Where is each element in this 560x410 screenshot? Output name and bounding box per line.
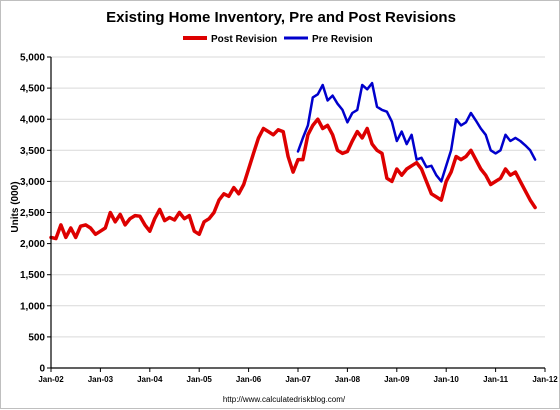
x-tick-label: Jan-06	[236, 375, 262, 384]
legend: Post Revision Pre Revision	[183, 34, 373, 45]
y-tick-label: 3,000	[20, 177, 45, 188]
y-tick-label: 3,500	[20, 146, 45, 157]
y-axis-ticks: 0 500 1,000 1,500 2,000 2,500 3,000 3,500 4,000 4…	[20, 53, 51, 375]
y-tick-label: 500	[28, 332, 45, 343]
y-tick-label: 2,500	[20, 208, 45, 219]
chart-title: Existing Home Inventory, Pre and Post Re…	[106, 9, 456, 26]
axes	[50, 57, 545, 369]
legend-label-pre-revision: Pre Revision	[312, 34, 373, 45]
x-tick-label: Jan-04	[137, 375, 163, 384]
y-tick-label: 5,000	[20, 53, 45, 64]
x-tick-label: Jan-02	[38, 375, 64, 384]
y-axis-label: Units (000)	[10, 181, 21, 232]
x-tick-label: Jan-12	[532, 375, 558, 384]
series-line-pre-revision	[296, 81, 537, 183]
y-tick-label: 0	[39, 364, 45, 375]
series-line-post-revision	[49, 117, 537, 241]
source-url: http://www.calculatedriskblog.com/	[223, 395, 346, 404]
y-tick-label: 1,000	[20, 301, 45, 312]
y-tick-label: 2,000	[20, 239, 45, 250]
x-tick-label: Jan-11	[483, 375, 508, 384]
x-tick-label: Jan-07	[285, 375, 311, 384]
x-axis-ticks: Jan-02 Jan-03 Jan-04 Jan-05 Jan-06 Jan-07 Jan-…	[38, 368, 558, 384]
x-tick-label: Jan-09	[384, 375, 410, 384]
x-tick-label: Jan-10	[434, 375, 460, 384]
series-lines	[49, 81, 537, 241]
y-tick-label: 4,000	[20, 115, 45, 126]
x-tick-label: Jan-05	[187, 375, 213, 384]
x-tick-label: Jan-03	[88, 375, 114, 384]
x-tick-label: Jan-08	[335, 375, 361, 384]
gridlines	[51, 56, 545, 338]
y-tick-label: 1,500	[20, 270, 45, 281]
legend-label-post-revision: Post Revision	[211, 34, 277, 45]
y-tick-label: 4,500	[20, 84, 45, 95]
